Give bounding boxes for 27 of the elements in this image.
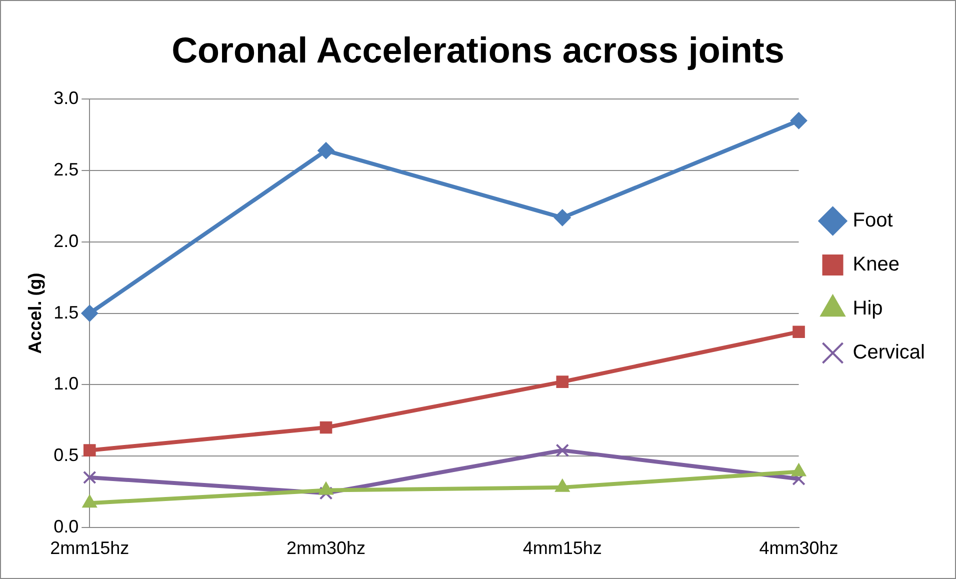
x-tick-label: 4mm30hz	[759, 538, 838, 558]
point	[82, 470, 96, 484]
point	[790, 112, 808, 130]
point	[554, 209, 571, 226]
point	[556, 444, 570, 457]
legend-label: Knee	[852, 254, 900, 276]
point	[792, 326, 805, 338]
y-tick-label: 2.5	[54, 160, 79, 180]
y-axis-title: Accel. (g)	[24, 272, 45, 354]
y-tick-label: 2.0	[54, 230, 79, 251]
chart-title: Coronal Accelerations across joints	[172, 30, 784, 71]
point	[318, 142, 335, 160]
x-tick-label: 2mm30hz	[286, 538, 366, 558]
legend-label: Hip	[852, 298, 883, 320]
y-tick-label: 0.0	[54, 516, 79, 536]
point	[320, 421, 332, 434]
y-tick-label: 1.5	[54, 302, 79, 322]
x-tick-label: 2mm15hz	[50, 538, 130, 558]
point	[556, 376, 569, 388]
x-tick-label: 4mm15hz	[522, 538, 602, 558]
y-tick-label: 1.0	[54, 374, 79, 394]
legend-label: Cervical	[852, 342, 926, 364]
point	[319, 486, 333, 500]
y-tick-label: 0.5	[54, 445, 79, 465]
legend-label: Foot	[852, 210, 894, 232]
point	[81, 304, 98, 322]
y-tick-label: 3.0	[54, 88, 79, 108]
